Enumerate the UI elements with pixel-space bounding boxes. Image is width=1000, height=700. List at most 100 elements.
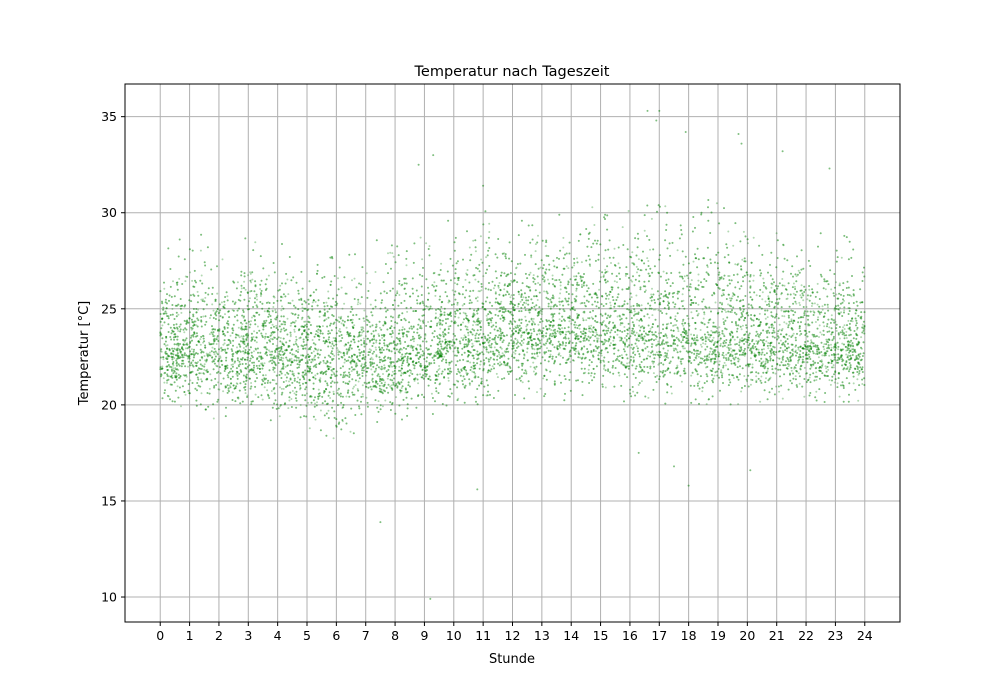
scatter-point [264,374,267,377]
scatter-point [417,382,420,385]
scatter-point [287,407,290,410]
scatter-point [423,337,426,340]
scatter-point [540,310,543,313]
scatter-point [740,268,743,271]
scatter-point [468,246,471,249]
scatter-point [649,248,651,251]
scatter-point [454,346,457,349]
scatter-point [362,327,365,330]
scatter-point [347,334,350,337]
scatter-point [573,275,576,278]
scatter-point [349,430,352,433]
scatter-point [690,333,693,336]
scatter-point [228,384,231,387]
scatter-point [488,231,491,233]
scatter-point [623,337,626,339]
scatter-point [751,298,754,301]
scatter-point [739,346,742,349]
scatter-point [755,340,758,343]
scatter-point [579,302,582,305]
scatter-point [757,324,760,327]
scatter-point [833,319,835,322]
scatter-point [445,361,448,364]
scatter-point [480,320,482,322]
scatter-point [727,275,730,277]
scatter-point [667,302,670,305]
scatter-point [640,269,643,272]
scatter-point [297,348,300,351]
scatter-point [398,365,401,368]
scatter-point [465,360,468,363]
scatter-point [273,371,276,373]
scatter-point [172,364,175,367]
scatter-point [830,288,833,291]
scatter-point [635,345,638,348]
scatter-point [220,301,223,304]
scatter-point [240,325,243,328]
scatter-point [758,312,761,315]
scatter-point [826,338,829,341]
scatter-point [845,349,848,352]
scatter-point [197,361,199,363]
scatter-point [439,355,442,357]
scatter-point [277,356,280,359]
scatter-point [485,350,488,353]
scatter-point [776,356,779,359]
scatter-point [419,236,422,239]
scatter-point [218,311,221,314]
scatter-point [690,279,693,282]
scatter-point [657,309,660,312]
scatter-point [389,385,392,388]
scatter-point [770,286,773,289]
scatter-point [565,265,568,268]
scatter-point [603,332,606,335]
scatter-point [631,327,634,330]
scatter-point [810,339,813,342]
scatter-point [361,384,364,387]
scatter-point [464,278,467,281]
scatter-point [160,374,163,377]
scatter-point [808,288,811,291]
scatter-point [811,363,814,366]
scatter-point [833,308,836,311]
scatter-point [739,338,741,341]
scatter-point [236,346,238,349]
scatter-point [444,343,447,346]
scatter-point [202,341,205,344]
scatter-point [825,338,828,341]
scatter-point [284,373,287,376]
scatter-point [336,349,339,352]
scatter-point [654,338,657,341]
scatter-point [602,274,605,277]
scatter-point [753,352,756,355]
scatter-point [441,279,444,282]
scatter-point [531,320,534,323]
scatter-point [832,366,835,369]
scatter-point [256,325,259,328]
scatter-point [319,377,322,380]
scatter-point [697,303,700,306]
scatter-point [224,334,226,337]
scatter-point [814,321,817,323]
scatter-point [573,264,576,267]
scatter-point [391,370,394,373]
scatter-point [578,340,581,343]
scatter-point [674,315,677,318]
scatter-point [558,297,561,300]
scatter-point [273,379,276,382]
scatter-point [725,353,728,356]
scatter-point [740,328,743,331]
scatter-point [421,258,424,261]
scatter-point [752,274,755,277]
scatter-point [651,314,654,317]
scatter-point [424,368,427,371]
scatter-point [475,323,478,326]
scatter-point [812,310,815,313]
scatter-point [637,383,640,386]
scatter-point [792,282,795,285]
scatter-point [290,398,293,400]
scatter-point [351,318,354,321]
scatter-point [381,391,384,394]
scatter-point [208,351,211,354]
scatter-point [834,353,837,356]
